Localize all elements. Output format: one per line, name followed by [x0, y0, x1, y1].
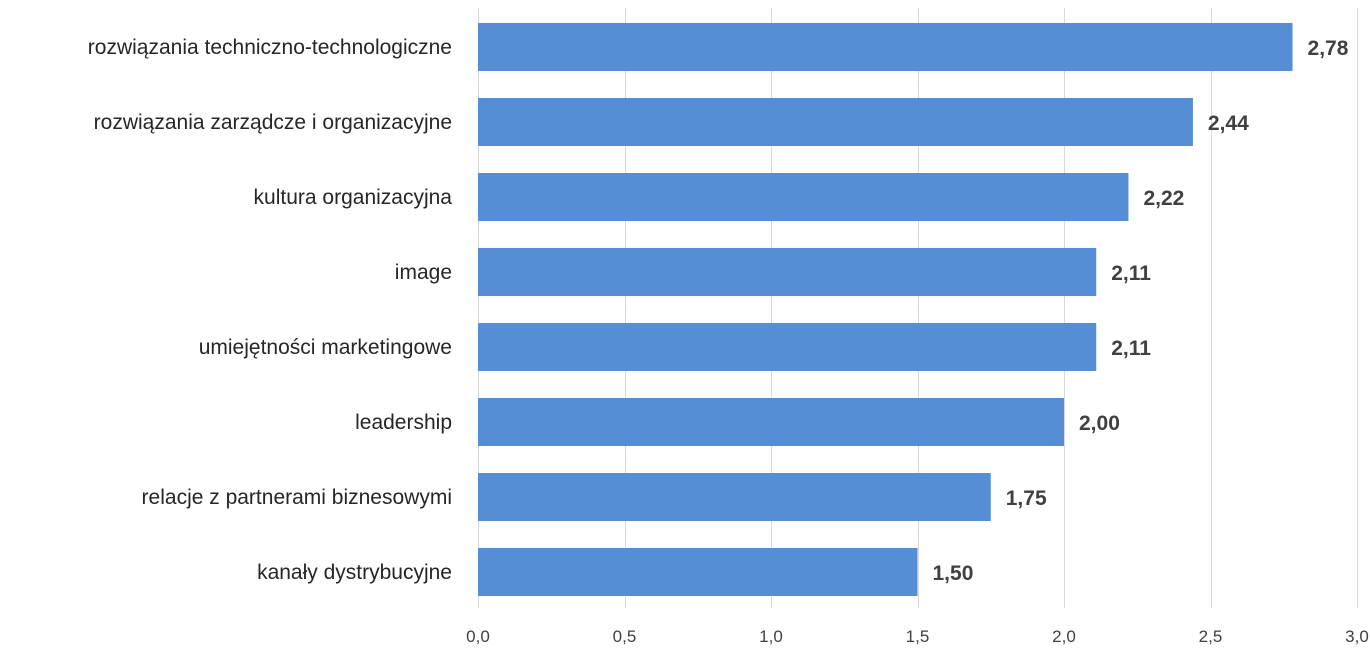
category-label: image	[395, 261, 452, 284]
bars	[478, 23, 1293, 596]
category-label: leadership	[355, 411, 452, 434]
bar	[478, 98, 1193, 146]
category-label: rozwiązania zarządcze i organizacyjne	[94, 111, 452, 134]
data-label: 2,22	[1143, 187, 1184, 210]
category-label: kultura organizacyjna	[254, 186, 453, 209]
data-label: 2,00	[1079, 412, 1120, 435]
data-label: 2,78	[1308, 37, 1349, 60]
x-tick-label: 1,0	[759, 627, 783, 646]
x-tick-label: 1,5	[906, 627, 930, 646]
category-label: rozwiązania techniczno-technologiczne	[88, 36, 452, 59]
x-axis-tick-labels: 0,0 0,5 1,0 1,5 2,0 2,5 3,0	[466, 627, 1369, 646]
data-label: 1,75	[1006, 487, 1047, 510]
x-tick-label: 0,0	[466, 627, 490, 646]
bar	[478, 23, 1293, 71]
category-label: umiejętności marketingowe	[199, 336, 452, 359]
bar	[478, 473, 991, 521]
x-tick-label: 0,5	[613, 627, 637, 646]
data-label: 2,44	[1208, 112, 1249, 135]
bar	[478, 323, 1097, 371]
data-label: 2,11	[1111, 262, 1151, 285]
bar	[478, 398, 1064, 446]
data-label: 1,50	[933, 562, 974, 585]
category-label: relacje z partnerami biznesowymi	[142, 486, 452, 509]
category-label: kanały dystrybucyjne	[257, 561, 452, 584]
category-labels: rozwiązania techniczno-technologiczne roz…	[88, 36, 453, 584]
data-label: 2,11	[1111, 337, 1151, 360]
bar	[478, 173, 1129, 221]
value-labels: 2,78 2,44 2,22 2,11 2,11 2,00 1,75 1,50	[933, 37, 1349, 585]
x-tick-label: 3,0	[1345, 627, 1369, 646]
bar	[478, 548, 918, 596]
x-tick-label: 2,0	[1052, 627, 1076, 646]
x-tick-label: 2,5	[1199, 627, 1223, 646]
bar	[478, 248, 1097, 296]
